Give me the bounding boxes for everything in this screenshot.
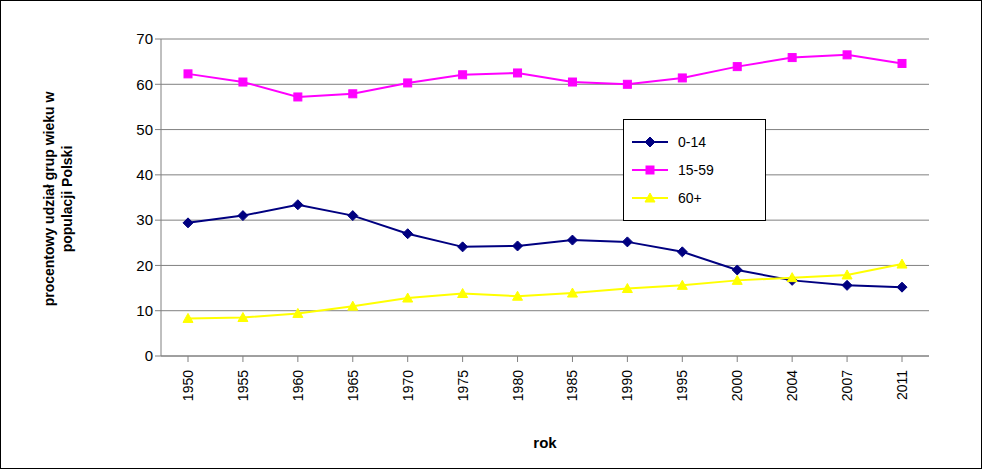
svg-text:rok: rok [533, 434, 557, 451]
svg-text:1965: 1965 [345, 370, 361, 401]
svg-text:20: 20 [136, 257, 153, 274]
svg-text:1980: 1980 [510, 370, 526, 401]
svg-text:1950: 1950 [180, 370, 196, 401]
svg-text:2011: 2011 [894, 370, 910, 400]
svg-text:2007: 2007 [839, 370, 855, 401]
svg-text:50: 50 [136, 121, 153, 138]
html-text:0-14: 0-14 [678, 134, 706, 150]
svg-text:1985: 1985 [564, 370, 580, 401]
html-text:60+: 60+ [678, 190, 702, 206]
svg-text:2000: 2000 [729, 370, 745, 401]
svg-text:2004: 2004 [784, 370, 800, 401]
svg-text:60: 60 [136, 76, 153, 93]
html-text:15-59: 15-59 [678, 162, 714, 178]
svg-text:1995: 1995 [674, 370, 690, 401]
svg-text:30: 30 [136, 211, 153, 228]
svg-text:1960: 1960 [290, 370, 306, 401]
svg-text:0: 0 [145, 347, 153, 364]
svg-text:40: 40 [136, 166, 153, 183]
svg-text:1955: 1955 [235, 370, 251, 401]
svg-text:1970: 1970 [400, 370, 416, 401]
svg-text:70: 70 [136, 30, 153, 47]
svg-text:1975: 1975 [455, 370, 471, 401]
html-text:procentowy udział grup wieku w: procentowy udział grup wieku w populacji… [41, 91, 75, 307]
svg-text:1990: 1990 [619, 370, 635, 401]
svg-text:10: 10 [136, 302, 153, 319]
